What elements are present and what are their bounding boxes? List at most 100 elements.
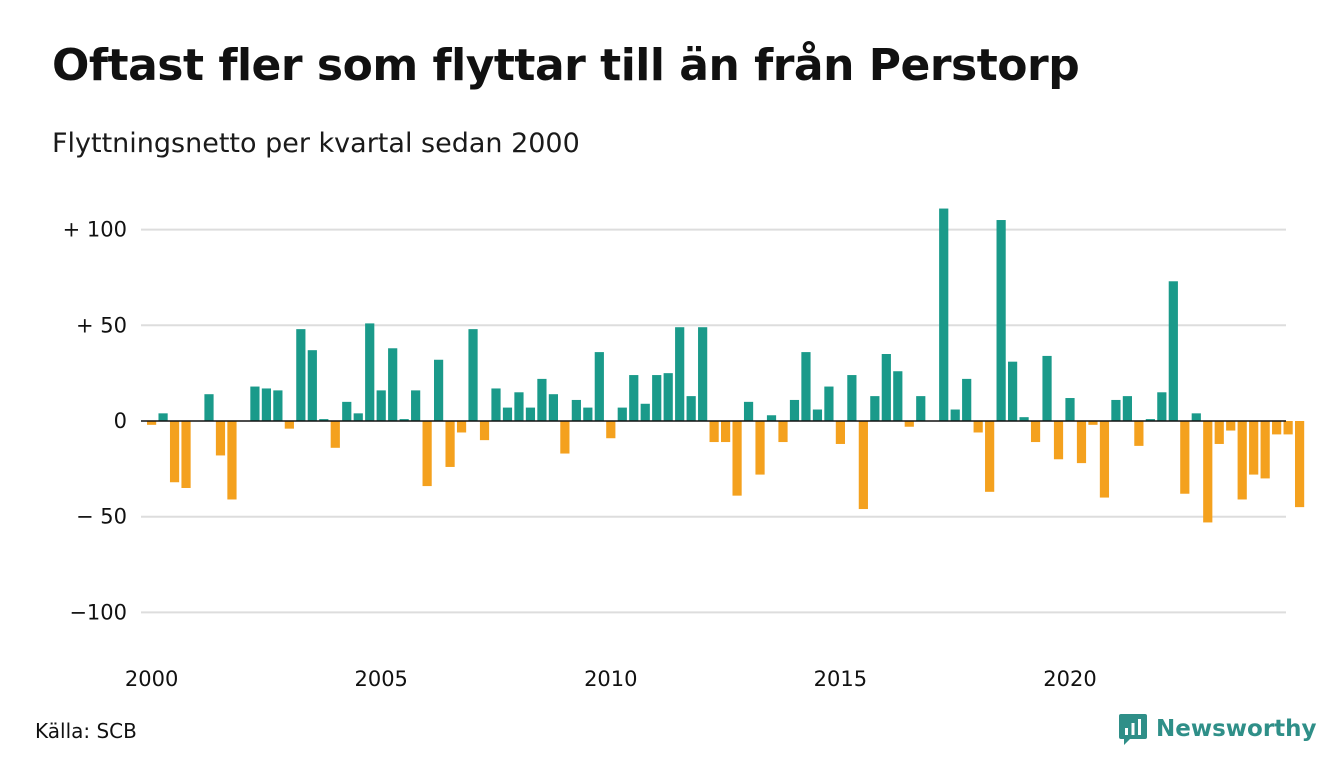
- bars: [147, 208, 1305, 523]
- bar: [445, 421, 455, 467]
- x-axis-labels: 2000 2005 2010 2015 2020: [125, 667, 1097, 691]
- bar: [721, 421, 731, 443]
- bar: [296, 329, 306, 421]
- bar: [835, 421, 845, 444]
- bar: [1019, 417, 1029, 421]
- bar: [502, 407, 513, 421]
- bar: [778, 421, 788, 443]
- bar: [1191, 413, 1201, 421]
- bar: [181, 421, 191, 488]
- bar: [307, 350, 317, 421]
- bar-chart: + 100 + 50 0 − 50 −100 2000 2005 2010 2015 2020: [63, 208, 1305, 691]
- bar: [1157, 392, 1167, 421]
- bar: [537, 378, 547, 421]
- bar: [1214, 421, 1224, 444]
- bar: [686, 396, 696, 421]
- bar: [996, 220, 1006, 421]
- bar: [709, 421, 719, 443]
- bar: [548, 394, 558, 421]
- chart-title: Oftast fler som flyttar till än från Per…: [52, 40, 1080, 91]
- bar: [858, 421, 868, 510]
- bar: [514, 392, 524, 421]
- bar: [629, 375, 639, 421]
- bar: [261, 388, 271, 421]
- y-tick-label: + 50: [76, 313, 127, 337]
- bar: [1099, 421, 1110, 498]
- bar: [456, 421, 467, 433]
- bar: [732, 421, 742, 496]
- bar: [675, 327, 685, 421]
- bar: [376, 390, 386, 421]
- bar: [743, 401, 754, 421]
- bar: [158, 413, 168, 421]
- bar: [1134, 421, 1144, 446]
- bar: [766, 415, 777, 421]
- bar: [652, 375, 662, 421]
- bar: [1008, 361, 1018, 421]
- brand-logo[interactable]: Newsworthy: [1118, 712, 1317, 746]
- bar: [1180, 421, 1190, 494]
- bar: [250, 386, 260, 421]
- newsworthy-logo-icon: [1119, 714, 1147, 745]
- bar: [1053, 421, 1064, 460]
- bar: [1111, 399, 1121, 421]
- bar: [365, 323, 375, 421]
- bar: [973, 421, 983, 433]
- gridlines: [141, 228, 1286, 614]
- x-tick-label: 2005: [354, 667, 407, 691]
- bar: [789, 399, 800, 421]
- bar: [617, 407, 627, 421]
- bar: [411, 390, 421, 421]
- bar: [698, 327, 708, 421]
- y-tick-label: + 100: [63, 218, 127, 242]
- bar: [353, 413, 363, 421]
- bar: [1283, 421, 1293, 435]
- bar: [1260, 421, 1270, 479]
- bar: [330, 421, 340, 448]
- bar: [273, 390, 283, 421]
- bar: [985, 421, 995, 492]
- bar: [388, 348, 398, 421]
- bar: [606, 421, 616, 439]
- bar: [571, 399, 581, 421]
- y-axis-labels: + 100 + 50 0 − 50 −100: [63, 218, 127, 625]
- bar: [1122, 396, 1132, 421]
- y-tick-label: −100: [69, 600, 127, 624]
- bar: [1168, 281, 1178, 421]
- bar: [881, 354, 891, 421]
- bar: [583, 407, 593, 421]
- bar: [916, 396, 926, 421]
- bar: [1237, 421, 1247, 500]
- bar: [663, 373, 673, 421]
- brand-name: Newsworthy: [1156, 716, 1317, 742]
- bar: [399, 419, 409, 421]
- bar: [1076, 421, 1087, 464]
- chart-subtitle: Flyttningsnetto per kvartal sedan 2000: [52, 128, 580, 159]
- bar: [904, 421, 914, 427]
- bar: [870, 396, 880, 421]
- bar: [1203, 421, 1213, 523]
- bar: [1295, 421, 1305, 508]
- bar: [950, 409, 960, 421]
- bar: [204, 394, 214, 421]
- bar: [962, 378, 972, 421]
- bar: [801, 352, 811, 421]
- bar: [215, 421, 226, 456]
- x-tick-label: 2010: [584, 667, 637, 691]
- bar: [1145, 419, 1155, 421]
- bar: [1272, 421, 1282, 435]
- bar: [422, 421, 432, 487]
- bar: [1249, 421, 1259, 475]
- bar: [284, 421, 294, 429]
- x-tick-label: 2015: [814, 667, 867, 691]
- bar: [824, 386, 834, 421]
- bar: [525, 407, 536, 421]
- bar: [640, 403, 650, 421]
- bar: [594, 352, 604, 421]
- bar: [227, 421, 237, 500]
- bar: [1088, 421, 1098, 425]
- bar: [468, 329, 478, 421]
- bar: [847, 375, 857, 421]
- bar: [342, 401, 352, 421]
- bar: [434, 359, 444, 421]
